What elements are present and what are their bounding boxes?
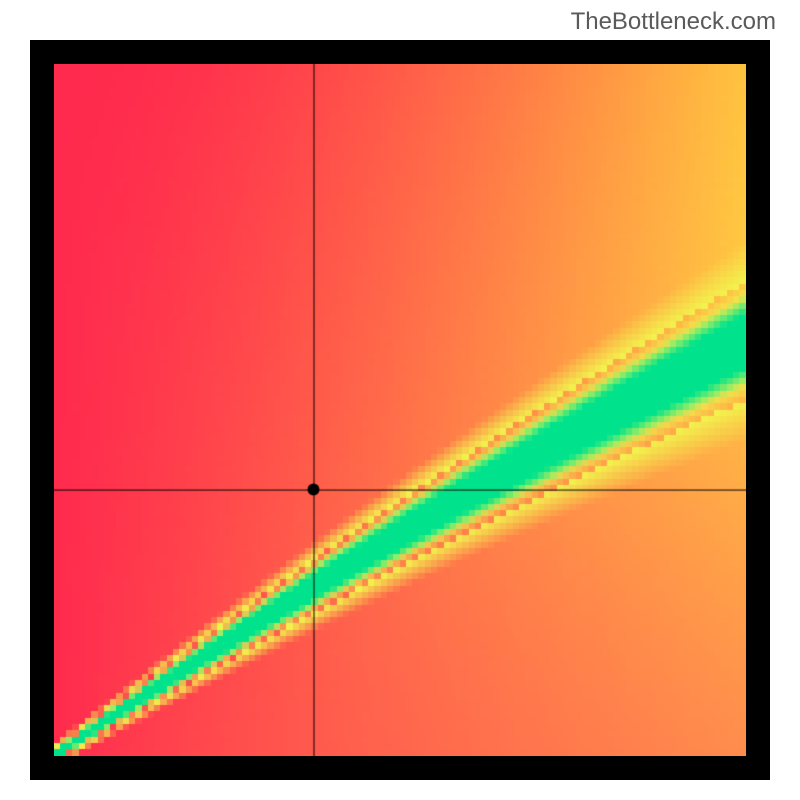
plot-area [54, 64, 746, 756]
chart-container: TheBottleneck.com [0, 0, 800, 800]
watermark-text: TheBottleneck.com [571, 8, 776, 36]
crosshair-overlay [54, 64, 746, 756]
chart-frame [30, 40, 770, 780]
